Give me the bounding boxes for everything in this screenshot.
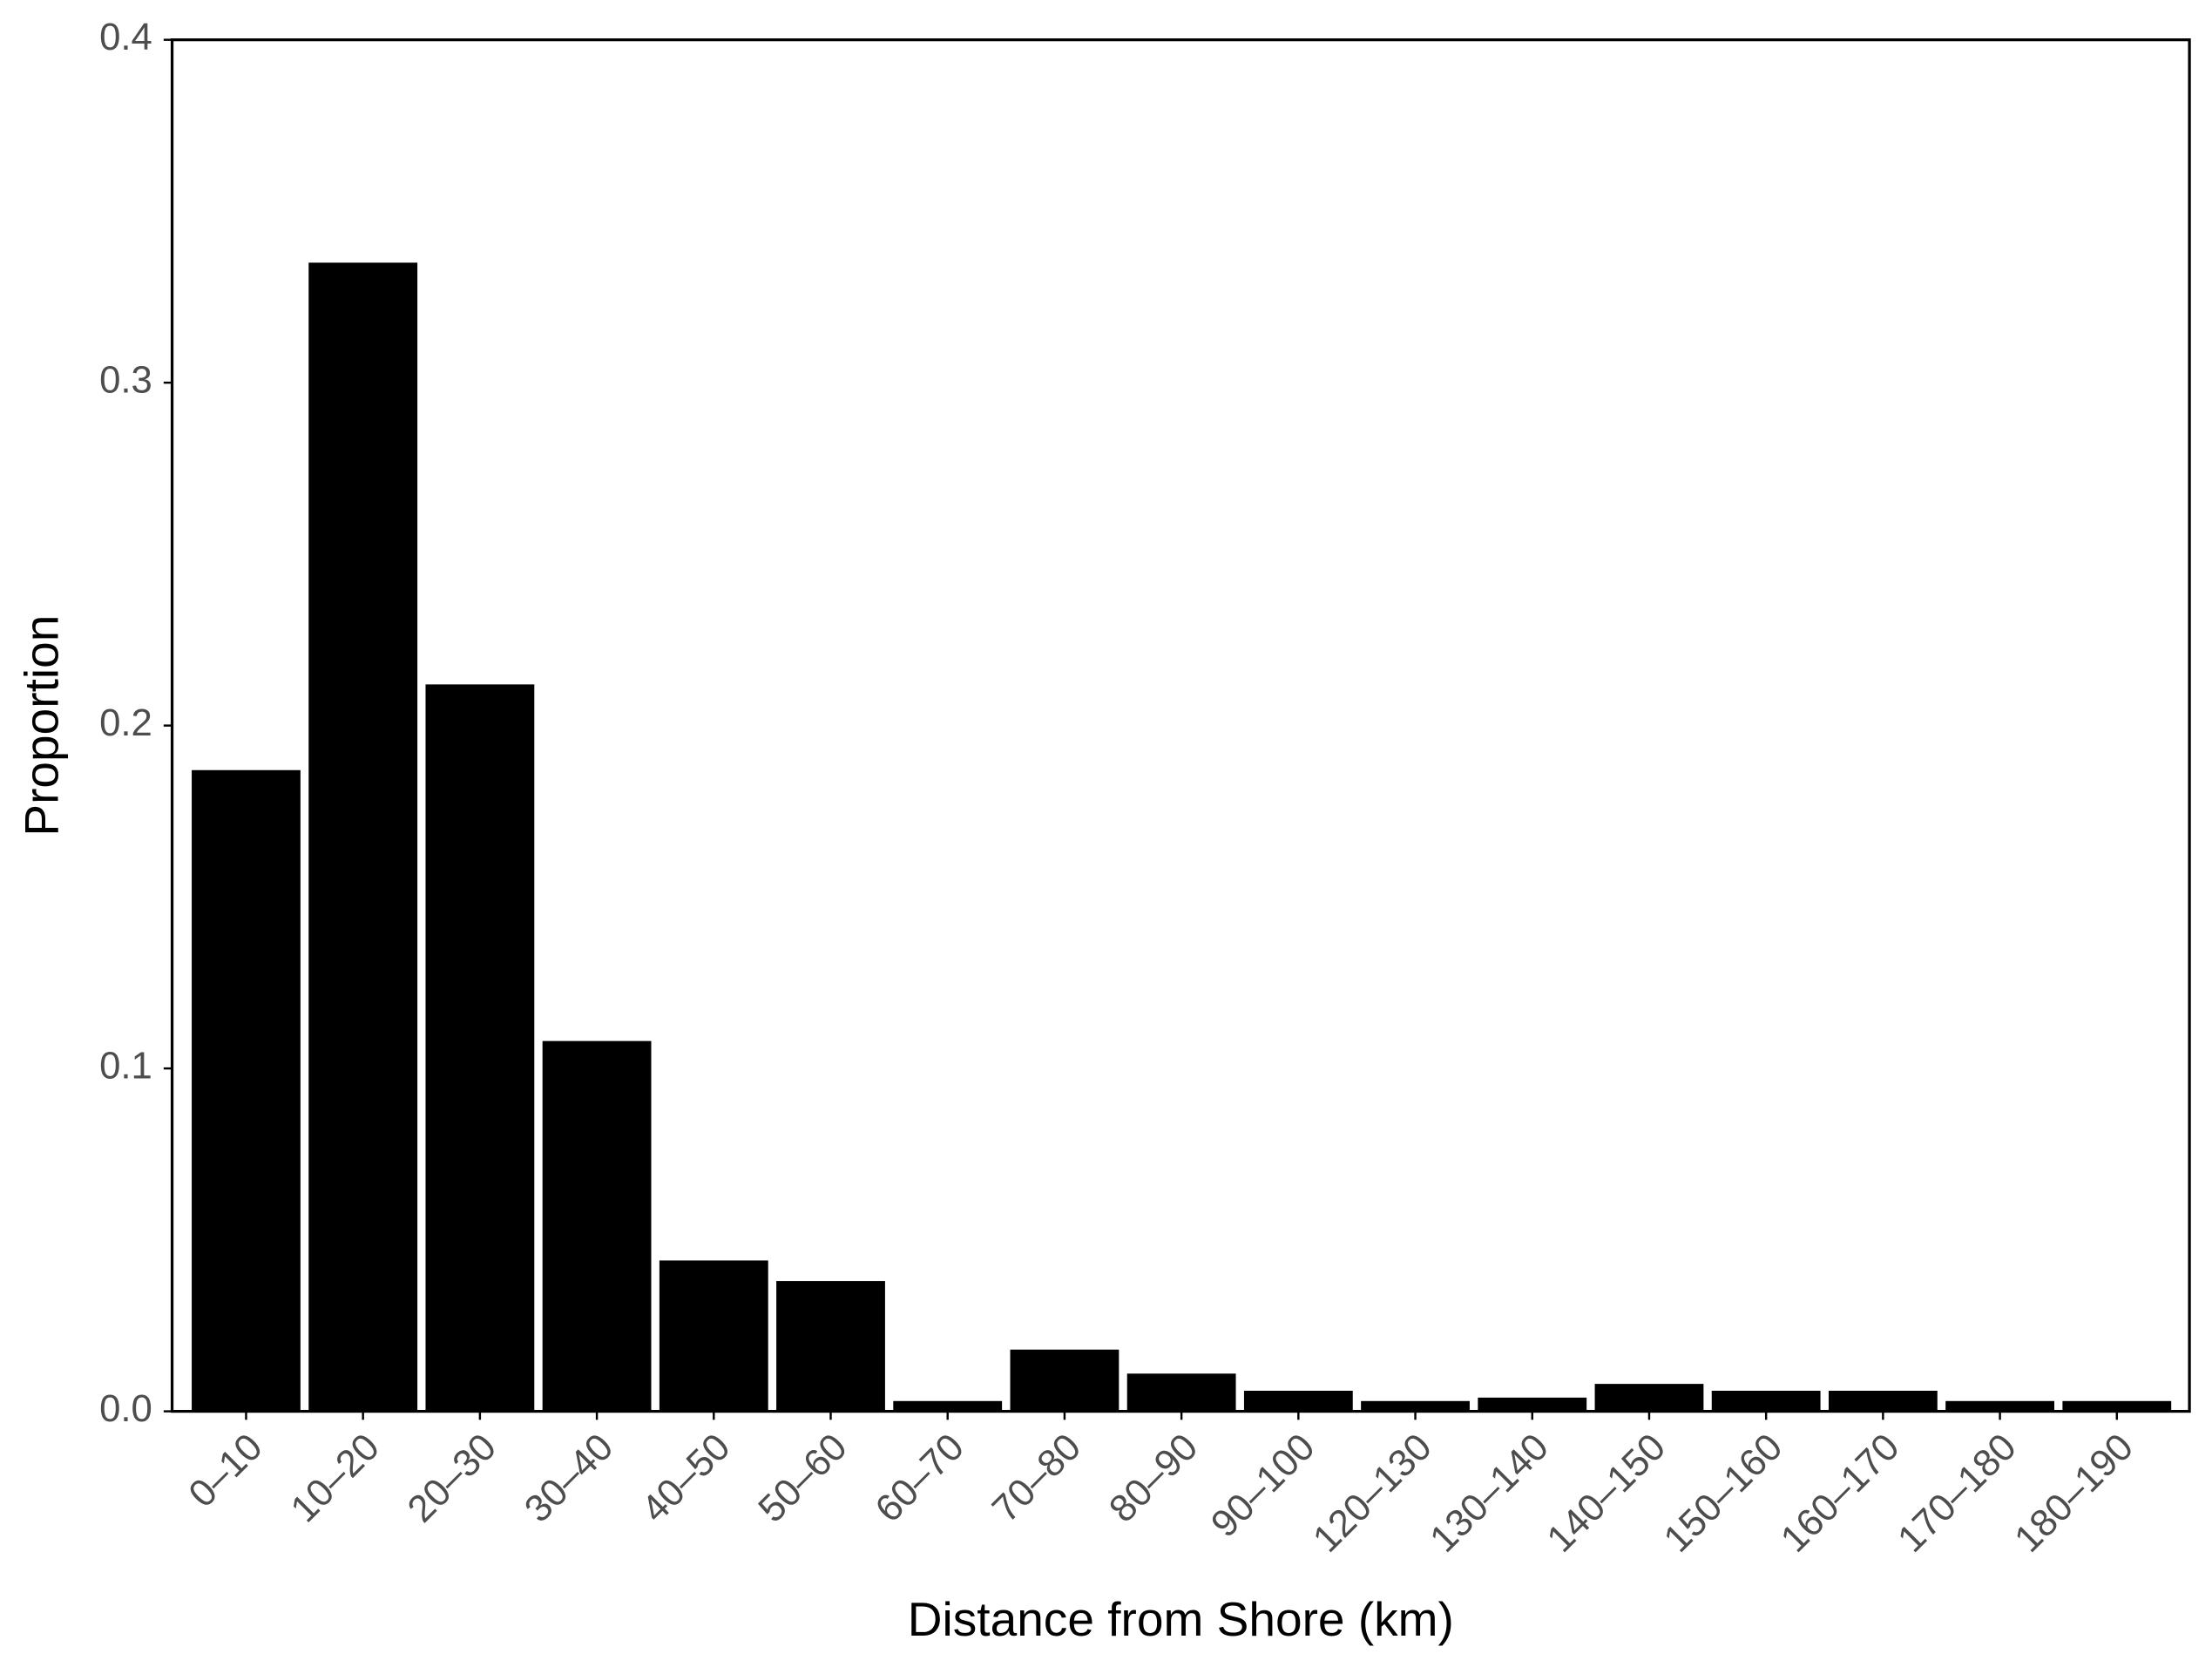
bar bbox=[1010, 1349, 1120, 1412]
y-tick-label: 0.2 bbox=[99, 701, 152, 744]
x-tick-label: 180–190 bbox=[2006, 1426, 2141, 1561]
y-axis-title: Proportion bbox=[14, 615, 68, 837]
bar bbox=[1594, 1384, 1704, 1412]
x-tick-label: 40–50 bbox=[633, 1426, 739, 1531]
bar bbox=[1126, 1373, 1236, 1412]
x-axis-title: Distance from Shore (km) bbox=[908, 1592, 1454, 1646]
bar bbox=[893, 1400, 1003, 1412]
x-tick-label: 120–130 bbox=[1305, 1426, 1440, 1561]
bar bbox=[776, 1281, 885, 1412]
bar bbox=[542, 1040, 652, 1412]
bar bbox=[1945, 1400, 2054, 1412]
bar bbox=[1828, 1390, 1938, 1412]
bar bbox=[2062, 1400, 2172, 1412]
y-tick-label: 0.0 bbox=[99, 1387, 152, 1430]
x-tick-label: 150–160 bbox=[1655, 1426, 1790, 1561]
bar bbox=[425, 684, 535, 1412]
x-tick-label: 80–90 bbox=[1101, 1426, 1207, 1531]
bar bbox=[192, 769, 301, 1412]
bar bbox=[1361, 1400, 1470, 1412]
x-tick-label: 60–70 bbox=[867, 1426, 972, 1531]
x-tick-label: 130–140 bbox=[1422, 1426, 1557, 1561]
x-tick-label: 160–170 bbox=[1773, 1426, 1908, 1561]
x-tick-label: 0–10 bbox=[180, 1426, 270, 1515]
y-tick-label: 0.4 bbox=[99, 16, 152, 58]
x-tick-label: 10–20 bbox=[282, 1426, 388, 1531]
x-tick-label: 170–180 bbox=[1890, 1426, 2025, 1561]
x-tick-label: 70–80 bbox=[984, 1426, 1089, 1531]
x-tick-label: 90–100 bbox=[1203, 1426, 1323, 1546]
bar bbox=[659, 1260, 768, 1412]
x-tick-label: 140–150 bbox=[1539, 1426, 1674, 1561]
x-tick-label: 20–30 bbox=[399, 1426, 504, 1531]
x-tick-label: 50–60 bbox=[750, 1426, 856, 1531]
x-tick-label: 30–40 bbox=[517, 1426, 622, 1531]
bar bbox=[1243, 1390, 1353, 1412]
bar bbox=[308, 262, 418, 1412]
y-tick-label: 0.3 bbox=[99, 359, 152, 402]
bar bbox=[1478, 1397, 1587, 1412]
y-tick-label: 0.1 bbox=[99, 1045, 152, 1088]
bar bbox=[1711, 1390, 1821, 1412]
